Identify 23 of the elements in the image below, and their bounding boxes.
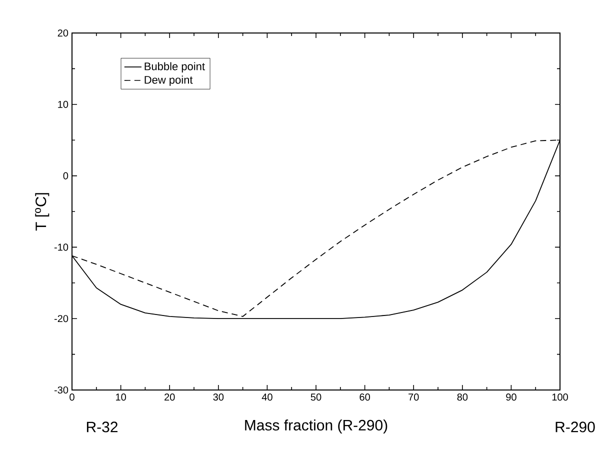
x-tick-label: 60 — [360, 394, 370, 401]
legend-label: Bubble point — [144, 62, 205, 72]
x-tick-label: 0 — [70, 394, 74, 401]
y-tick-label: 0 — [63, 172, 68, 180]
x-axis-title: Mass fraction (R-290) — [245, 419, 388, 434]
x-tick-label: 90 — [506, 394, 516, 401]
y-tick-label: 10 — [58, 100, 68, 108]
y-tick-label: -30 — [54, 386, 68, 394]
legend-label: Dew point — [144, 76, 193, 86]
y-tick-label: -10 — [54, 244, 68, 251]
x-tick-label: 50 — [310, 394, 322, 401]
y-tick-label: 20 — [58, 29, 68, 37]
x-tick-label: 30 — [213, 394, 224, 401]
text: R-290 — [556, 422, 595, 432]
x-tick-label: 10 — [116, 394, 126, 401]
x-tick-label: 20 — [164, 394, 175, 401]
y-axis-title: T [$^{o}$C] — [35, 193, 50, 231]
x-tick-label: 40 — [262, 394, 272, 401]
x-tick-label: 80 — [457, 394, 468, 401]
y-tick-label: -20 — [54, 315, 68, 322]
x-tick-label: 100 — [552, 394, 568, 401]
text: R-32 — [86, 422, 118, 432]
x-tick-label: 70 — [408, 394, 419, 401]
